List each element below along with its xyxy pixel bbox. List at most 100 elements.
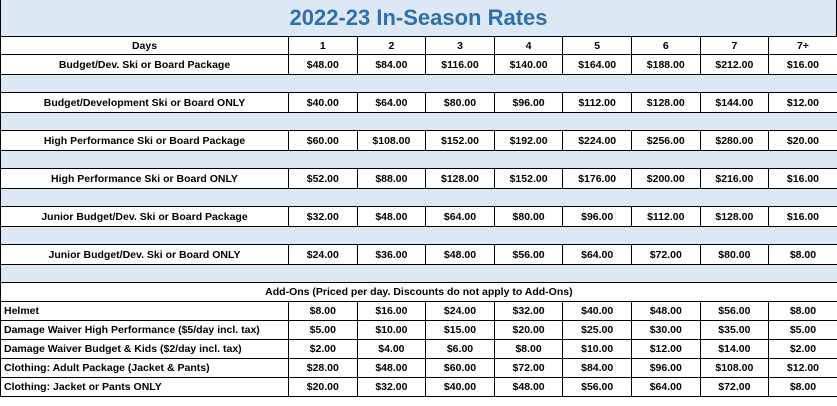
price-cell: $96.00 (630, 358, 701, 378)
price-cell: $192.00 (493, 130, 564, 151)
price-cell: $280.00 (699, 130, 770, 151)
addon-row: Damage Waiver High Performance ($5/day i… (0, 320, 837, 340)
price-cell: $4.00 (356, 339, 427, 359)
price-cell: $48.00 (288, 54, 358, 75)
price-cell: $12.00 (630, 339, 701, 359)
rates-table-body: Days 1 2 3 4 5 6 7 7+ Budget/Dev. Ski or… (0, 36, 837, 397)
price-cell: $5.00 (288, 320, 358, 340)
price-cell: $72.00 (630, 244, 701, 265)
price-cell: $8.00 (768, 301, 837, 321)
price-cell: $60.00 (425, 358, 495, 378)
price-cell: $224.00 (562, 130, 632, 151)
spacer-row (0, 188, 837, 207)
price-cell: $16.00 (768, 54, 837, 75)
price-cell: $108.00 (356, 130, 427, 151)
price-cell: $216.00 (699, 168, 770, 189)
header-row: Days 1 2 3 4 5 6 7 7+ (0, 36, 837, 55)
price-cell: $48.00 (356, 358, 427, 378)
price-cell: $20.00 (493, 320, 564, 340)
spacer-row (0, 150, 837, 169)
addon-row: Damage Waiver Budget & Kids ($2/day incl… (0, 339, 837, 359)
price-cell: $188.00 (630, 54, 701, 75)
price-cell: $152.00 (493, 168, 564, 189)
price-cell: $24.00 (288, 244, 358, 265)
spacer-row (0, 226, 837, 245)
spacer-row (0, 74, 837, 93)
spacer-row (0, 112, 837, 131)
row-label: Budget/Dev. Ski or Board Package (0, 54, 289, 75)
price-cell: $200.00 (630, 168, 701, 189)
price-cell: $16.00 (356, 301, 427, 321)
header-day-1: 1 (288, 36, 358, 55)
price-cell: $56.00 (699, 301, 770, 321)
addons-header: Add-Ons (Priced per day. Discounts do no… (0, 282, 837, 302)
price-cell: $60.00 (288, 130, 358, 151)
price-cell: $80.00 (425, 92, 495, 113)
price-cell: $164.00 (562, 54, 632, 75)
price-cell: $32.00 (493, 301, 564, 321)
row-label: Junior Budget/Dev. Ski or Board ONLY (0, 244, 289, 265)
row-label: Damage Waiver Budget & Kids ($2/day incl… (0, 339, 289, 359)
spacer-cell (0, 112, 837, 131)
package-row: High Performance Ski or Board Package $60… (0, 130, 837, 151)
price-cell: $80.00 (699, 244, 770, 265)
price-cell: $36.00 (356, 244, 427, 265)
price-cell: $8.00 (768, 377, 837, 397)
package-row: Junior Budget/Dev. Ski or Board Package $… (0, 206, 837, 227)
spacer-cell (0, 188, 837, 207)
price-cell: $20.00 (768, 130, 837, 151)
price-cell: $35.00 (699, 320, 770, 340)
price-cell: $48.00 (493, 377, 564, 397)
price-cell: $40.00 (425, 377, 495, 397)
header-day-5: 5 (562, 36, 632, 55)
header-day-3: 3 (425, 36, 495, 55)
addon-row: Clothing: Jacket or Pants ONLY $20.00 $32.… (0, 377, 837, 397)
package-row: High Performance Ski or Board ONLY $52.00… (0, 168, 837, 189)
price-cell: $5.00 (768, 320, 837, 340)
price-cell: $128.00 (630, 92, 701, 113)
price-cell: $96.00 (562, 206, 632, 227)
package-row: Junior Budget/Dev. Ski or Board ONLY $24.… (0, 244, 837, 265)
price-cell: $6.00 (425, 339, 495, 359)
price-cell: $32.00 (356, 377, 427, 397)
price-cell: $52.00 (288, 168, 358, 189)
spacer-row (0, 264, 837, 283)
spacer-cell (0, 264, 837, 283)
addon-row: Helmet $8.00 $16.00 $24.00 $32.00 $40.00 $48.0… (0, 301, 837, 321)
price-cell: $116.00 (425, 54, 495, 75)
header-day-6: 6 (630, 36, 701, 55)
row-label: Junior Budget/Dev. Ski or Board Package (0, 206, 289, 227)
price-cell: $212.00 (699, 54, 770, 75)
row-label: Helmet (0, 301, 289, 321)
price-cell: $14.00 (699, 339, 770, 359)
addon-row: Clothing: Adult Package (Jacket & Pants)… (0, 358, 837, 378)
row-label: High Performance Ski or Board ONLY (0, 168, 289, 189)
price-cell: $56.00 (493, 244, 564, 265)
price-cell: $64.00 (630, 377, 701, 397)
price-cell: $64.00 (562, 244, 632, 265)
price-cell: $2.00 (288, 339, 358, 359)
rates-table: Days 1 2 3 4 5 6 7 7+ Budget/Dev. Ski or… (0, 36, 837, 397)
price-cell: $72.00 (493, 358, 564, 378)
price-cell: $128.00 (425, 168, 495, 189)
price-cell: $8.00 (493, 339, 564, 359)
price-cell: $56.00 (562, 377, 632, 397)
title-band: 2022-23 In-Season Rates (0, 0, 837, 36)
price-cell: $112.00 (630, 206, 701, 227)
spacer-cell (0, 226, 837, 245)
price-cell: $48.00 (356, 206, 427, 227)
header-day-2: 2 (356, 36, 427, 55)
row-label: Clothing: Jacket or Pants ONLY (0, 377, 289, 397)
price-cell: $96.00 (493, 92, 564, 113)
spacer-cell (0, 74, 837, 93)
header-day-7: 7 (699, 36, 770, 55)
package-row: Budget/Development Ski or Board ONLY $40.… (0, 92, 837, 113)
price-cell: $176.00 (562, 168, 632, 189)
price-cell: $48.00 (425, 244, 495, 265)
price-cell: $16.00 (768, 168, 837, 189)
spacer-cell (0, 150, 837, 169)
price-cell: $128.00 (699, 206, 770, 227)
price-cell: $48.00 (630, 301, 701, 321)
price-cell: $112.00 (562, 92, 632, 113)
price-cell: $40.00 (288, 92, 358, 113)
